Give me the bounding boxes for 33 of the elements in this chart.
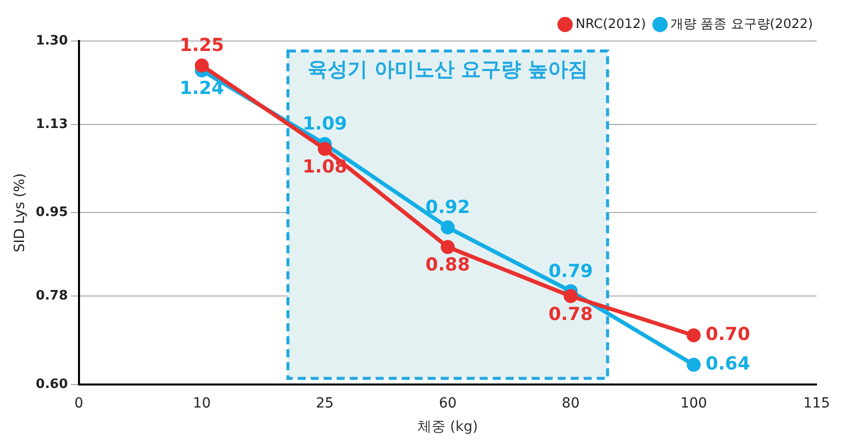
data-label: 0.88 xyxy=(426,254,470,276)
y-axis-title: SID Lys (%) xyxy=(12,173,28,252)
y-tick-label: 0.95 xyxy=(36,205,68,220)
x-tick-label: 25 xyxy=(316,395,334,412)
data-label: 0.70 xyxy=(706,324,750,346)
data-label: 1.09 xyxy=(302,114,348,135)
x-tick-label: 115 xyxy=(803,395,830,412)
y-tick-label: 1.13 xyxy=(36,116,68,132)
data-label: 1.25 xyxy=(180,35,224,56)
data-label: 0.92 xyxy=(426,197,470,218)
point xyxy=(440,240,455,254)
x-tick-label: 100 xyxy=(680,395,708,412)
data-label: 0.78 xyxy=(548,304,593,325)
x-tick-label: 10 xyxy=(192,395,211,412)
x-tick-label: 0 xyxy=(74,395,84,412)
x-tick-label: 60 xyxy=(438,395,457,412)
legend-label: NRC(2012) xyxy=(576,16,646,32)
band-label: 육성기 아미노산 요구량 높아짐 xyxy=(307,57,588,82)
data-label: 0.79 xyxy=(548,260,593,282)
x-axis-title: 체중 (kg) xyxy=(418,419,478,436)
point xyxy=(564,289,578,304)
y-tick-label: 0.78 xyxy=(36,288,68,304)
y-tick-label: 1.30 xyxy=(36,33,68,48)
data-label: 0.64 xyxy=(706,353,750,374)
y-tick-label: 0.60 xyxy=(36,376,68,392)
point xyxy=(194,58,209,73)
legend-label: 개량 품종 요구량(2022) xyxy=(670,16,814,32)
point xyxy=(318,142,332,156)
point xyxy=(440,220,455,234)
point xyxy=(686,358,701,372)
data-label: 1.24 xyxy=(180,78,224,100)
point xyxy=(686,328,701,342)
x-tick-label: 80 xyxy=(562,395,580,412)
